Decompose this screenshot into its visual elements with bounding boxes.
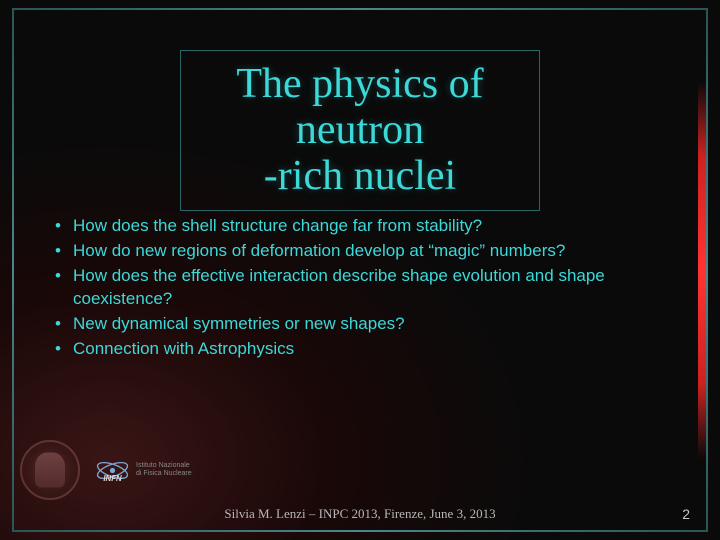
- bullet-list: How does the shell structure change far …: [55, 215, 660, 363]
- bullet-item: New dynamical symmetries or new shapes?: [55, 313, 660, 336]
- slide-title: The physics of neutron -rich nuclei: [211, 61, 509, 200]
- red-accent-bar: [698, 81, 706, 459]
- title-box: The physics of neutron -rich nuclei: [180, 50, 540, 211]
- logo-area: INFN Istituto Nazionale di Fisica Nuclea…: [20, 440, 192, 500]
- border-top: [12, 8, 708, 10]
- bullet-item: Connection with Astrophysics: [55, 338, 660, 361]
- border-right: [706, 8, 708, 532]
- bullet-item: How does the effective interaction descr…: [55, 265, 660, 311]
- border-bottom: [12, 530, 708, 532]
- svg-text:INFN: INFN: [103, 474, 122, 483]
- title-line-2: -rich nuclei: [264, 153, 456, 199]
- university-seal-icon: [20, 440, 80, 500]
- infn-mark-icon: INFN: [95, 458, 130, 483]
- title-line-1: The physics of neutron: [236, 61, 483, 153]
- infn-logo: INFN Istituto Nazionale di Fisica Nuclea…: [95, 458, 192, 483]
- border-left: [12, 8, 14, 532]
- infn-subtitle: Istituto Nazionale di Fisica Nucleare: [136, 462, 192, 477]
- bullet-item: How does the shell structure change far …: [55, 215, 660, 238]
- bullet-item: How do new regions of deformation develo…: [55, 240, 660, 263]
- footer-text: Silvia M. Lenzi – INPC 2013, Firenze, Ju…: [0, 506, 720, 522]
- slide-container: The physics of neutron -rich nuclei How …: [0, 0, 720, 540]
- page-number: 2: [682, 506, 690, 522]
